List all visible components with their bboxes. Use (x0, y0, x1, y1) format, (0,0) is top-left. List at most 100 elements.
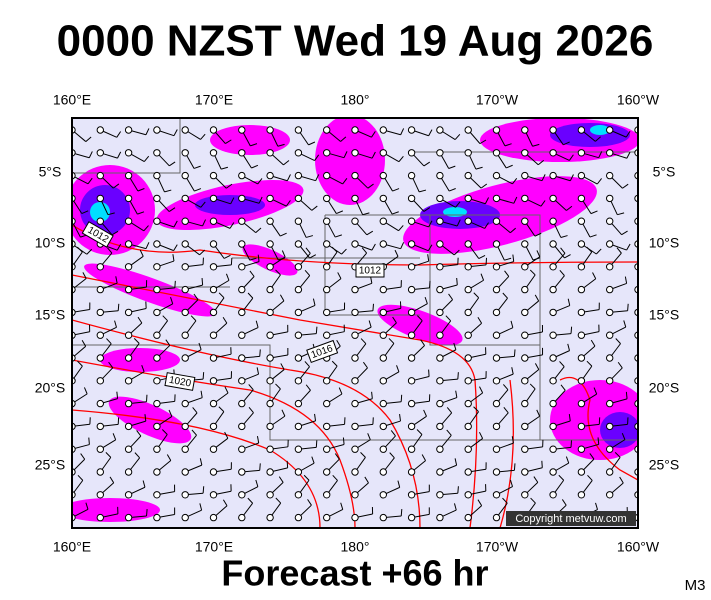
station (379, 308, 387, 317)
wind-barb-feather (199, 249, 206, 256)
wind-barb-feather (587, 474, 593, 481)
station (464, 240, 472, 248)
station (521, 422, 529, 431)
station (266, 354, 274, 362)
wind-barb-feather (361, 247, 368, 254)
station (181, 445, 189, 453)
station (351, 308, 359, 317)
station (266, 399, 274, 408)
wind-barb-feather (484, 197, 490, 204)
station (379, 513, 387, 522)
station (351, 377, 359, 385)
wind-barb-feather (111, 230, 119, 236)
station (549, 171, 557, 180)
wind-barb (637, 471, 638, 472)
wind-barb (637, 334, 638, 336)
station (606, 217, 614, 225)
station (492, 513, 501, 522)
wind-barb-feather (331, 360, 338, 367)
station (323, 171, 331, 180)
station (153, 468, 161, 476)
station (96, 263, 105, 271)
station (407, 240, 416, 248)
wind-barb-feather (625, 130, 631, 138)
station (549, 263, 557, 271)
wind-barb-feather (106, 338, 112, 345)
station (521, 217, 529, 225)
station (294, 149, 303, 157)
station (577, 194, 586, 203)
station (407, 468, 416, 476)
wind-barb-feather (258, 196, 263, 204)
station (238, 171, 246, 180)
station (492, 331, 501, 339)
wind-barb-feather (504, 143, 512, 147)
station (181, 126, 189, 134)
wind-barb-feather (396, 365, 400, 373)
station (351, 422, 359, 431)
wind-barb-feather (174, 280, 176, 288)
wind-barb-feather (595, 248, 602, 255)
wind-barb-feather (279, 294, 285, 302)
station (351, 194, 359, 203)
wind-barb-feather (106, 247, 113, 254)
wind-barb-feather (504, 270, 510, 277)
wind-barb-feather (615, 338, 621, 344)
wind-barb-feather (559, 270, 565, 276)
wind-barb-feather (627, 303, 629, 311)
wind-barb-feather (502, 384, 509, 391)
wind-barb-feather (218, 406, 225, 413)
station (407, 194, 416, 203)
station (521, 126, 529, 134)
station (492, 422, 501, 431)
station (577, 491, 586, 499)
wind-barb-feather (614, 452, 621, 458)
station (124, 354, 133, 362)
wind-barb-feather (479, 386, 484, 394)
station (323, 513, 331, 522)
station (209, 217, 218, 225)
wind-barb-feather (143, 225, 149, 232)
station (351, 399, 359, 408)
station (266, 263, 274, 271)
wind-barb-feather (389, 452, 395, 459)
station (577, 149, 586, 157)
station (606, 171, 614, 180)
wind-barb-feather (311, 456, 315, 464)
wind-barb-feather (427, 254, 430, 262)
wind-barb-feather (283, 160, 290, 166)
wind-barb-feather (536, 409, 541, 417)
wind-barb-feather (223, 254, 231, 259)
wind-barb-feather (570, 326, 573, 334)
station (606, 468, 614, 476)
station (549, 285, 557, 294)
wind-barb-feather (540, 200, 546, 207)
station (436, 513, 444, 522)
station (492, 263, 501, 271)
station (153, 217, 161, 225)
wind-barb-feather (340, 502, 344, 510)
wind-barb-feather (161, 429, 168, 435)
station (464, 513, 472, 522)
station (436, 399, 444, 408)
wind-barb-feather (534, 363, 540, 370)
wind-barb-feather (560, 384, 566, 391)
wind-barb-feather (446, 407, 453, 414)
station (209, 513, 218, 522)
wind-barb-feather (592, 272, 597, 279)
wind-barb-feather (624, 276, 628, 284)
station (577, 354, 586, 362)
wind-barb-feather (391, 211, 399, 215)
wind-barb-feather (190, 315, 197, 322)
station (124, 377, 133, 385)
wind-barb-feather (192, 407, 198, 414)
wind-barb-feather (558, 474, 565, 481)
wind-barb-feather (201, 278, 204, 286)
station (407, 149, 416, 157)
wind-barb-feather (248, 407, 254, 414)
station (577, 308, 586, 317)
wind-barb-feather (513, 349, 516, 357)
wind-barb-feather (456, 277, 458, 286)
wind-barb-feather (280, 363, 285, 370)
wind-barb-feather (198, 342, 202, 350)
